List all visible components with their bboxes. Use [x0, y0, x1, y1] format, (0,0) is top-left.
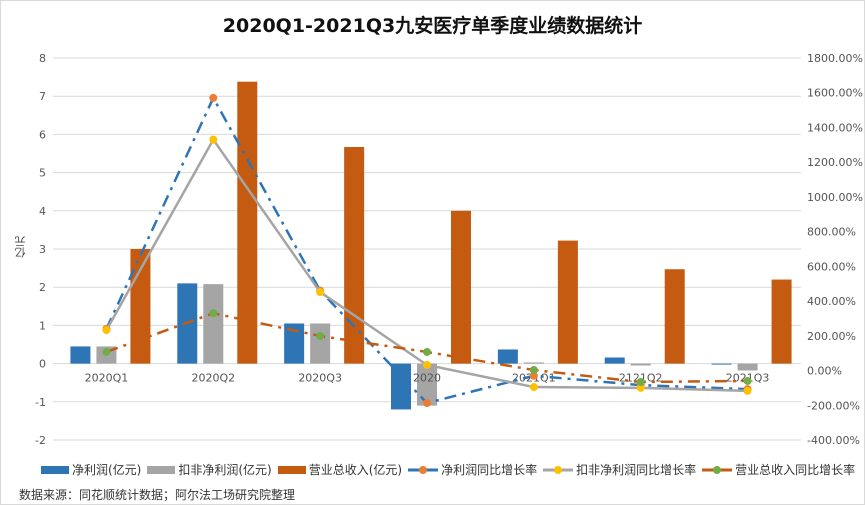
- chart-title: 2020Q1-2021Q3九安医疗单季度业绩数据统计: [222, 15, 643, 37]
- y-tick-label: 0: [39, 358, 46, 371]
- legend-swatch: [41, 465, 69, 474]
- bar-2: [664, 269, 685, 364]
- bar-1: [310, 323, 331, 364]
- y2-tick-label: 400.00%: [807, 295, 856, 308]
- y-tick-label: 6: [39, 128, 46, 141]
- line-marker-2: [529, 366, 538, 375]
- legend-label: 扣非净利润同比增长率: [576, 463, 697, 477]
- line-marker-1: [209, 135, 218, 144]
- bar-2: [451, 210, 471, 364]
- line-marker-2: [423, 347, 431, 356]
- bar-2: [557, 240, 578, 364]
- bar-2: [771, 279, 792, 364]
- x-tick-label: 2020Q3: [298, 372, 342, 385]
- bar-1: [523, 362, 544, 364]
- bar-1: [630, 363, 651, 366]
- line-marker-1: [423, 360, 431, 369]
- legend-swatch: [543, 465, 574, 474]
- y2-tick-label: 200.00%: [807, 330, 856, 343]
- y-tick-label: -1: [35, 396, 46, 409]
- x-tick-label: 2020: [413, 372, 441, 385]
- bar-0: [711, 363, 732, 365]
- legend-label: 营业总收入同比增长率: [735, 463, 856, 477]
- legend-label: 净利润同比增长率: [441, 463, 538, 477]
- legend-label: 营业总收入(亿元): [308, 463, 403, 477]
- legend: 净利润(亿元) 扣非净利润(亿元) 营业总收入(亿元) 净利润同比增长率 扣非净利润同比…: [41, 461, 855, 478]
- line-marker-1: [636, 383, 645, 392]
- y2-tick-label: 1000.00%: [807, 191, 863, 204]
- y-tick-label: 1: [39, 319, 46, 332]
- bar-1: [203, 284, 224, 364]
- y2-tick-label: 800.00%: [807, 226, 856, 239]
- bar-0: [70, 346, 91, 364]
- y-tick-label: 3: [39, 243, 46, 256]
- bar-0: [604, 357, 625, 364]
- y2-tick-label: -200.00%: [807, 399, 860, 412]
- y-tick-label: 5: [39, 167, 46, 180]
- line-marker-2: [636, 378, 645, 387]
- legend-label: 扣非净利润(亿元): [178, 463, 272, 477]
- legend-swatch: [277, 465, 306, 474]
- legend-item: 营业总收入同比增长率: [702, 461, 855, 478]
- line-marker-2: [743, 376, 752, 385]
- line-0: [105, 95, 748, 405]
- y-tick-label: 4: [39, 205, 46, 218]
- line-marker-0: [209, 93, 218, 102]
- bar-0: [391, 363, 411, 410]
- legend-label: 净利润(亿元): [72, 463, 142, 477]
- legend-swatch: [147, 465, 176, 474]
- y-tick-label: -2: [35, 434, 46, 447]
- bar-0: [284, 323, 305, 364]
- y2-tick-label: 0.00%: [807, 365, 842, 378]
- legend-item: 营业总收入(亿元): [277, 461, 403, 478]
- line-marker-2: [102, 347, 111, 356]
- y2-tick-label: -400.00%: [807, 434, 860, 447]
- legend-swatch: [702, 465, 733, 474]
- y2-tick-label: 1600.00%: [807, 87, 863, 100]
- source-note: 数据来源：同花顺统计数据；阿尔法工场研究院整理: [19, 488, 296, 502]
- y-tick-label: 8: [39, 52, 46, 65]
- bar-2: [130, 249, 151, 364]
- line-marker-1: [316, 288, 325, 297]
- line-marker-1: [529, 383, 538, 392]
- x-tick-label: 2020Q1: [85, 372, 129, 385]
- bar-2: [344, 147, 365, 364]
- x-tick-label: 2020Q2: [191, 372, 235, 385]
- legend-swatch: [408, 465, 439, 474]
- line-marker-1: [743, 386, 752, 395]
- legend-item: 净利润同比增长率: [408, 461, 537, 478]
- bar-1: [737, 363, 758, 371]
- y-tick-label: 2: [39, 281, 46, 294]
- bar-0: [497, 349, 518, 364]
- line-marker-1: [102, 326, 111, 335]
- y2-tick-label: 1400.00%: [807, 121, 863, 134]
- legend-item: 净利润(亿元): [41, 461, 141, 478]
- line-marker-0: [423, 399, 431, 408]
- bar-1: [417, 363, 437, 406]
- legend-item: 扣非净利润(亿元): [147, 461, 272, 478]
- line-marker-2: [209, 309, 218, 318]
- y-tick-label: 7: [39, 90, 46, 103]
- line-marker-2: [316, 331, 325, 340]
- line-marker-0: [529, 371, 538, 380]
- y2-tick-label: 600.00%: [807, 260, 856, 273]
- y2-tick-label: 1800.00%: [807, 52, 863, 65]
- y2-tick-label: 1200.00%: [807, 156, 863, 169]
- legend-item: 扣非净利润同比增长率: [543, 461, 696, 478]
